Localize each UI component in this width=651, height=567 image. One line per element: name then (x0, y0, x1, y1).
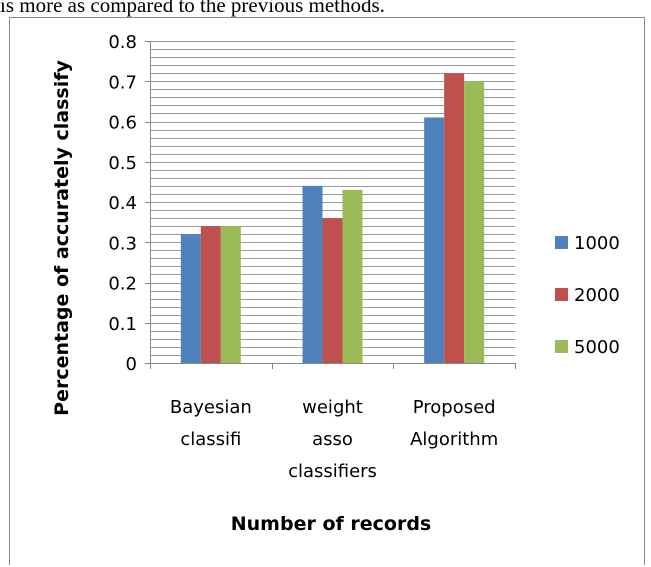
x-category-label: weight (302, 397, 363, 418)
legend-swatch-2000 (555, 288, 568, 301)
y-tick-label: 0.6 (108, 113, 137, 134)
x-category-label: classifi (180, 429, 241, 450)
y-tick-label: 0.4 (108, 193, 137, 214)
x-category-label: Proposed (413, 397, 496, 418)
legend-label-5000: 5000 (574, 337, 620, 358)
y-tick-label: 0.1 (108, 314, 137, 335)
x-category-label: Bayesian (170, 397, 252, 418)
bar-5000-1 (342, 189, 363, 363)
axes (145, 41, 516, 369)
legend-label-2000: 2000 (574, 285, 620, 306)
bar-5000-0 (220, 226, 241, 363)
bar-2000-0 (200, 226, 221, 363)
legend-label-1000: 1000 (574, 233, 620, 254)
y-tick-label: 0.5 (108, 153, 137, 174)
legend-swatch-1000 (555, 236, 568, 249)
y-tick-label: 0.3 (108, 233, 137, 254)
x-category-labels: Bayesian classifi weight asso classifiers Pro… (170, 397, 498, 482)
bar-5000-2 (464, 81, 485, 363)
y-tick-label: 0.7 (108, 72, 137, 93)
x-category-label: Algorithm (410, 429, 498, 450)
x-category-label: asso (312, 429, 353, 450)
chart-frame (9, 17, 645, 565)
y-axis-title: Percentage of accurately classify (51, 60, 73, 416)
bar-2000-2 (444, 73, 465, 363)
caption-text: is more as compared to the previous meth… (0, 0, 385, 17)
y-tick-labels: 0 0.1 0.2 0.3 0.4 0.5 0.6 0.7 0.8 (108, 32, 137, 375)
x-category-label: classifiers (288, 461, 377, 482)
y-tick-label: 0.8 (108, 32, 137, 53)
y-tick-label: 0 (126, 354, 137, 375)
y-tick-label: 0.2 (108, 274, 137, 295)
x-axis-title: Number of records (231, 513, 431, 535)
bars (180, 73, 485, 363)
bar-1000-0 (180, 234, 201, 363)
bar-1000-1 (302, 185, 323, 363)
bar-1000-2 (424, 117, 445, 363)
bar-2000-1 (322, 218, 343, 363)
legend: 1000 2000 5000 (555, 233, 620, 358)
legend-swatch-5000 (555, 340, 568, 353)
